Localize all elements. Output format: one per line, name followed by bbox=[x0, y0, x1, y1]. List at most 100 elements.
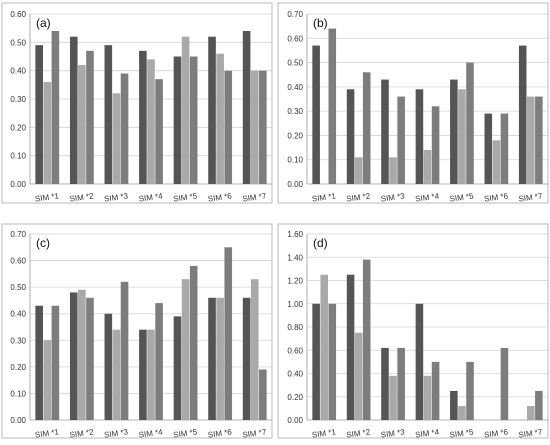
bar-4-series-3 bbox=[431, 361, 440, 421]
panel-label: (a) bbox=[36, 16, 51, 30]
bar-6-series-3 bbox=[224, 70, 233, 184]
bar-1-series-3 bbox=[328, 303, 337, 420]
bar-7-series-2 bbox=[527, 406, 535, 420]
x-tick-label: SIM *3 bbox=[104, 427, 130, 439]
bar-3-series-2 bbox=[389, 375, 397, 420]
y-tick-label: 0.50 bbox=[10, 38, 26, 47]
bar-3-series-3 bbox=[120, 73, 129, 184]
x-tick-label: SIM *7 bbox=[518, 191, 544, 203]
y-tick-label: 0.80 bbox=[287, 323, 303, 332]
x-tick-label: SIM *2 bbox=[346, 191, 372, 203]
y-tick-label: 1.60 bbox=[287, 230, 303, 239]
bar-5-series-1 bbox=[173, 316, 182, 420]
bar-2-series-2 bbox=[78, 65, 86, 184]
x-tick-label: SIM *1 bbox=[34, 427, 60, 439]
y-tick-label: 0.00 bbox=[10, 180, 26, 189]
x-tick-label: SIM *1 bbox=[311, 427, 337, 439]
y-tick-label: 0.10 bbox=[10, 152, 26, 161]
bar-3-series-3 bbox=[120, 281, 129, 420]
bar-5-series-3 bbox=[189, 265, 198, 420]
bar-5-series-3 bbox=[466, 62, 474, 184]
y-tick-label: 0.70 bbox=[287, 10, 303, 19]
bar-1-series-2 bbox=[43, 340, 52, 420]
x-tick-label: SIM *3 bbox=[380, 191, 406, 203]
y-tick-label: 0.50 bbox=[10, 283, 26, 292]
x-tick-label: SIM *6 bbox=[207, 191, 233, 203]
bar-2-series-1 bbox=[69, 292, 78, 420]
bar-5-series-2 bbox=[458, 89, 466, 184]
bar-1-series-1 bbox=[35, 45, 43, 184]
y-tick-label: 0.40 bbox=[10, 67, 26, 76]
y-tick-label: 0.60 bbox=[287, 346, 303, 355]
bar-5-series-1 bbox=[450, 79, 458, 184]
y-tick-label: 0.60 bbox=[10, 257, 26, 266]
y-tick-label: 0.20 bbox=[10, 363, 26, 372]
bar-7-series-3 bbox=[259, 70, 267, 184]
x-tick-label: SIM *4 bbox=[415, 427, 441, 439]
panel-label: (b) bbox=[313, 16, 328, 30]
bar-5-series-2 bbox=[181, 279, 190, 420]
bar-4-series-3 bbox=[431, 106, 440, 184]
bar-4-series-2 bbox=[147, 329, 155, 420]
x-tick-label: SIM *5 bbox=[449, 427, 475, 439]
bar-4-series-3 bbox=[155, 79, 163, 184]
x-tick-label: SIM *5 bbox=[173, 427, 199, 439]
bar-2-series-1 bbox=[346, 274, 355, 420]
bar-1-series-1 bbox=[312, 303, 320, 420]
bar-4-series-1 bbox=[415, 89, 424, 184]
y-tick-label: 0.00 bbox=[10, 416, 26, 425]
bar-4-series-2 bbox=[423, 375, 432, 420]
x-tick-label: SIM *5 bbox=[449, 191, 475, 203]
y-tick-label: 0.30 bbox=[10, 336, 26, 345]
bar-3-series-1 bbox=[104, 313, 113, 420]
y-tick-label: 0.40 bbox=[287, 370, 303, 379]
y-tick-label: 0.40 bbox=[10, 310, 26, 319]
bar-1-series-1 bbox=[312, 45, 320, 184]
bar-6-series-1 bbox=[208, 36, 216, 184]
bar-5-series-3 bbox=[466, 361, 474, 421]
panel-label: (c) bbox=[36, 236, 50, 250]
x-tick-label: SIM *7 bbox=[242, 191, 268, 203]
bar-4-series-2 bbox=[147, 59, 155, 184]
bar-3-series-1 bbox=[104, 45, 113, 184]
y-tick-label: 0.70 bbox=[10, 230, 26, 239]
bar-5-series-1 bbox=[450, 390, 458, 420]
bar-6-series-2 bbox=[492, 140, 501, 184]
x-tick-label: SIM *1 bbox=[311, 191, 337, 203]
x-tick-label: SIM *3 bbox=[380, 427, 406, 439]
bar-2-series-2 bbox=[354, 332, 363, 420]
bar-5-series-1 bbox=[173, 56, 182, 184]
bar-6-series-2 bbox=[216, 53, 224, 184]
bar-3-series-1 bbox=[381, 347, 389, 420]
y-tick-label: 0.30 bbox=[287, 107, 303, 116]
bar-1-series-1 bbox=[35, 305, 43, 420]
x-tick-label: SIM *7 bbox=[242, 427, 268, 439]
bar-2-series-2 bbox=[354, 157, 363, 184]
y-tick-label: 0.30 bbox=[10, 95, 26, 104]
bar-1-series-3 bbox=[51, 31, 60, 184]
x-tick-label: SIM *6 bbox=[483, 191, 509, 203]
bar-4-series-3 bbox=[155, 303, 163, 420]
y-tick-label: 0.60 bbox=[10, 10, 26, 19]
y-tick-label: 0.00 bbox=[287, 180, 303, 189]
bar-6-series-3 bbox=[500, 113, 509, 184]
bar-2-series-1 bbox=[346, 89, 355, 184]
y-tick-label: 1.00 bbox=[287, 300, 303, 309]
x-tick-label: SIM *5 bbox=[173, 191, 199, 203]
y-tick-label: 0.40 bbox=[287, 83, 303, 92]
bar-1-series-2 bbox=[320, 274, 328, 420]
bar-3-series-2 bbox=[112, 329, 121, 420]
x-tick-label: SIM *3 bbox=[104, 191, 130, 203]
y-tick-label: 0.10 bbox=[10, 389, 26, 398]
chart-panel-1: 0.00 0.10 0.20 0.30 0.40 0.50 0.60 SIM *1 SIM *2… bbox=[1, 2, 273, 204]
bar-6-series-3 bbox=[224, 247, 233, 420]
x-tick-label: SIM *2 bbox=[69, 427, 95, 439]
bar-3-series-2 bbox=[112, 93, 121, 184]
bar-2-series-3 bbox=[362, 72, 371, 184]
bar-2-series-3 bbox=[362, 259, 371, 420]
bar-3-series-1 bbox=[381, 79, 389, 184]
chart-panel-4: 0.00 0.20 0.40 0.60 0.80 1.00 1.20 1.40 1.60 SIM … bbox=[277, 223, 549, 440]
y-tick-label: 0.20 bbox=[287, 393, 303, 402]
bar-7-series-2 bbox=[527, 96, 535, 184]
bar-7-series-1 bbox=[242, 297, 251, 420]
